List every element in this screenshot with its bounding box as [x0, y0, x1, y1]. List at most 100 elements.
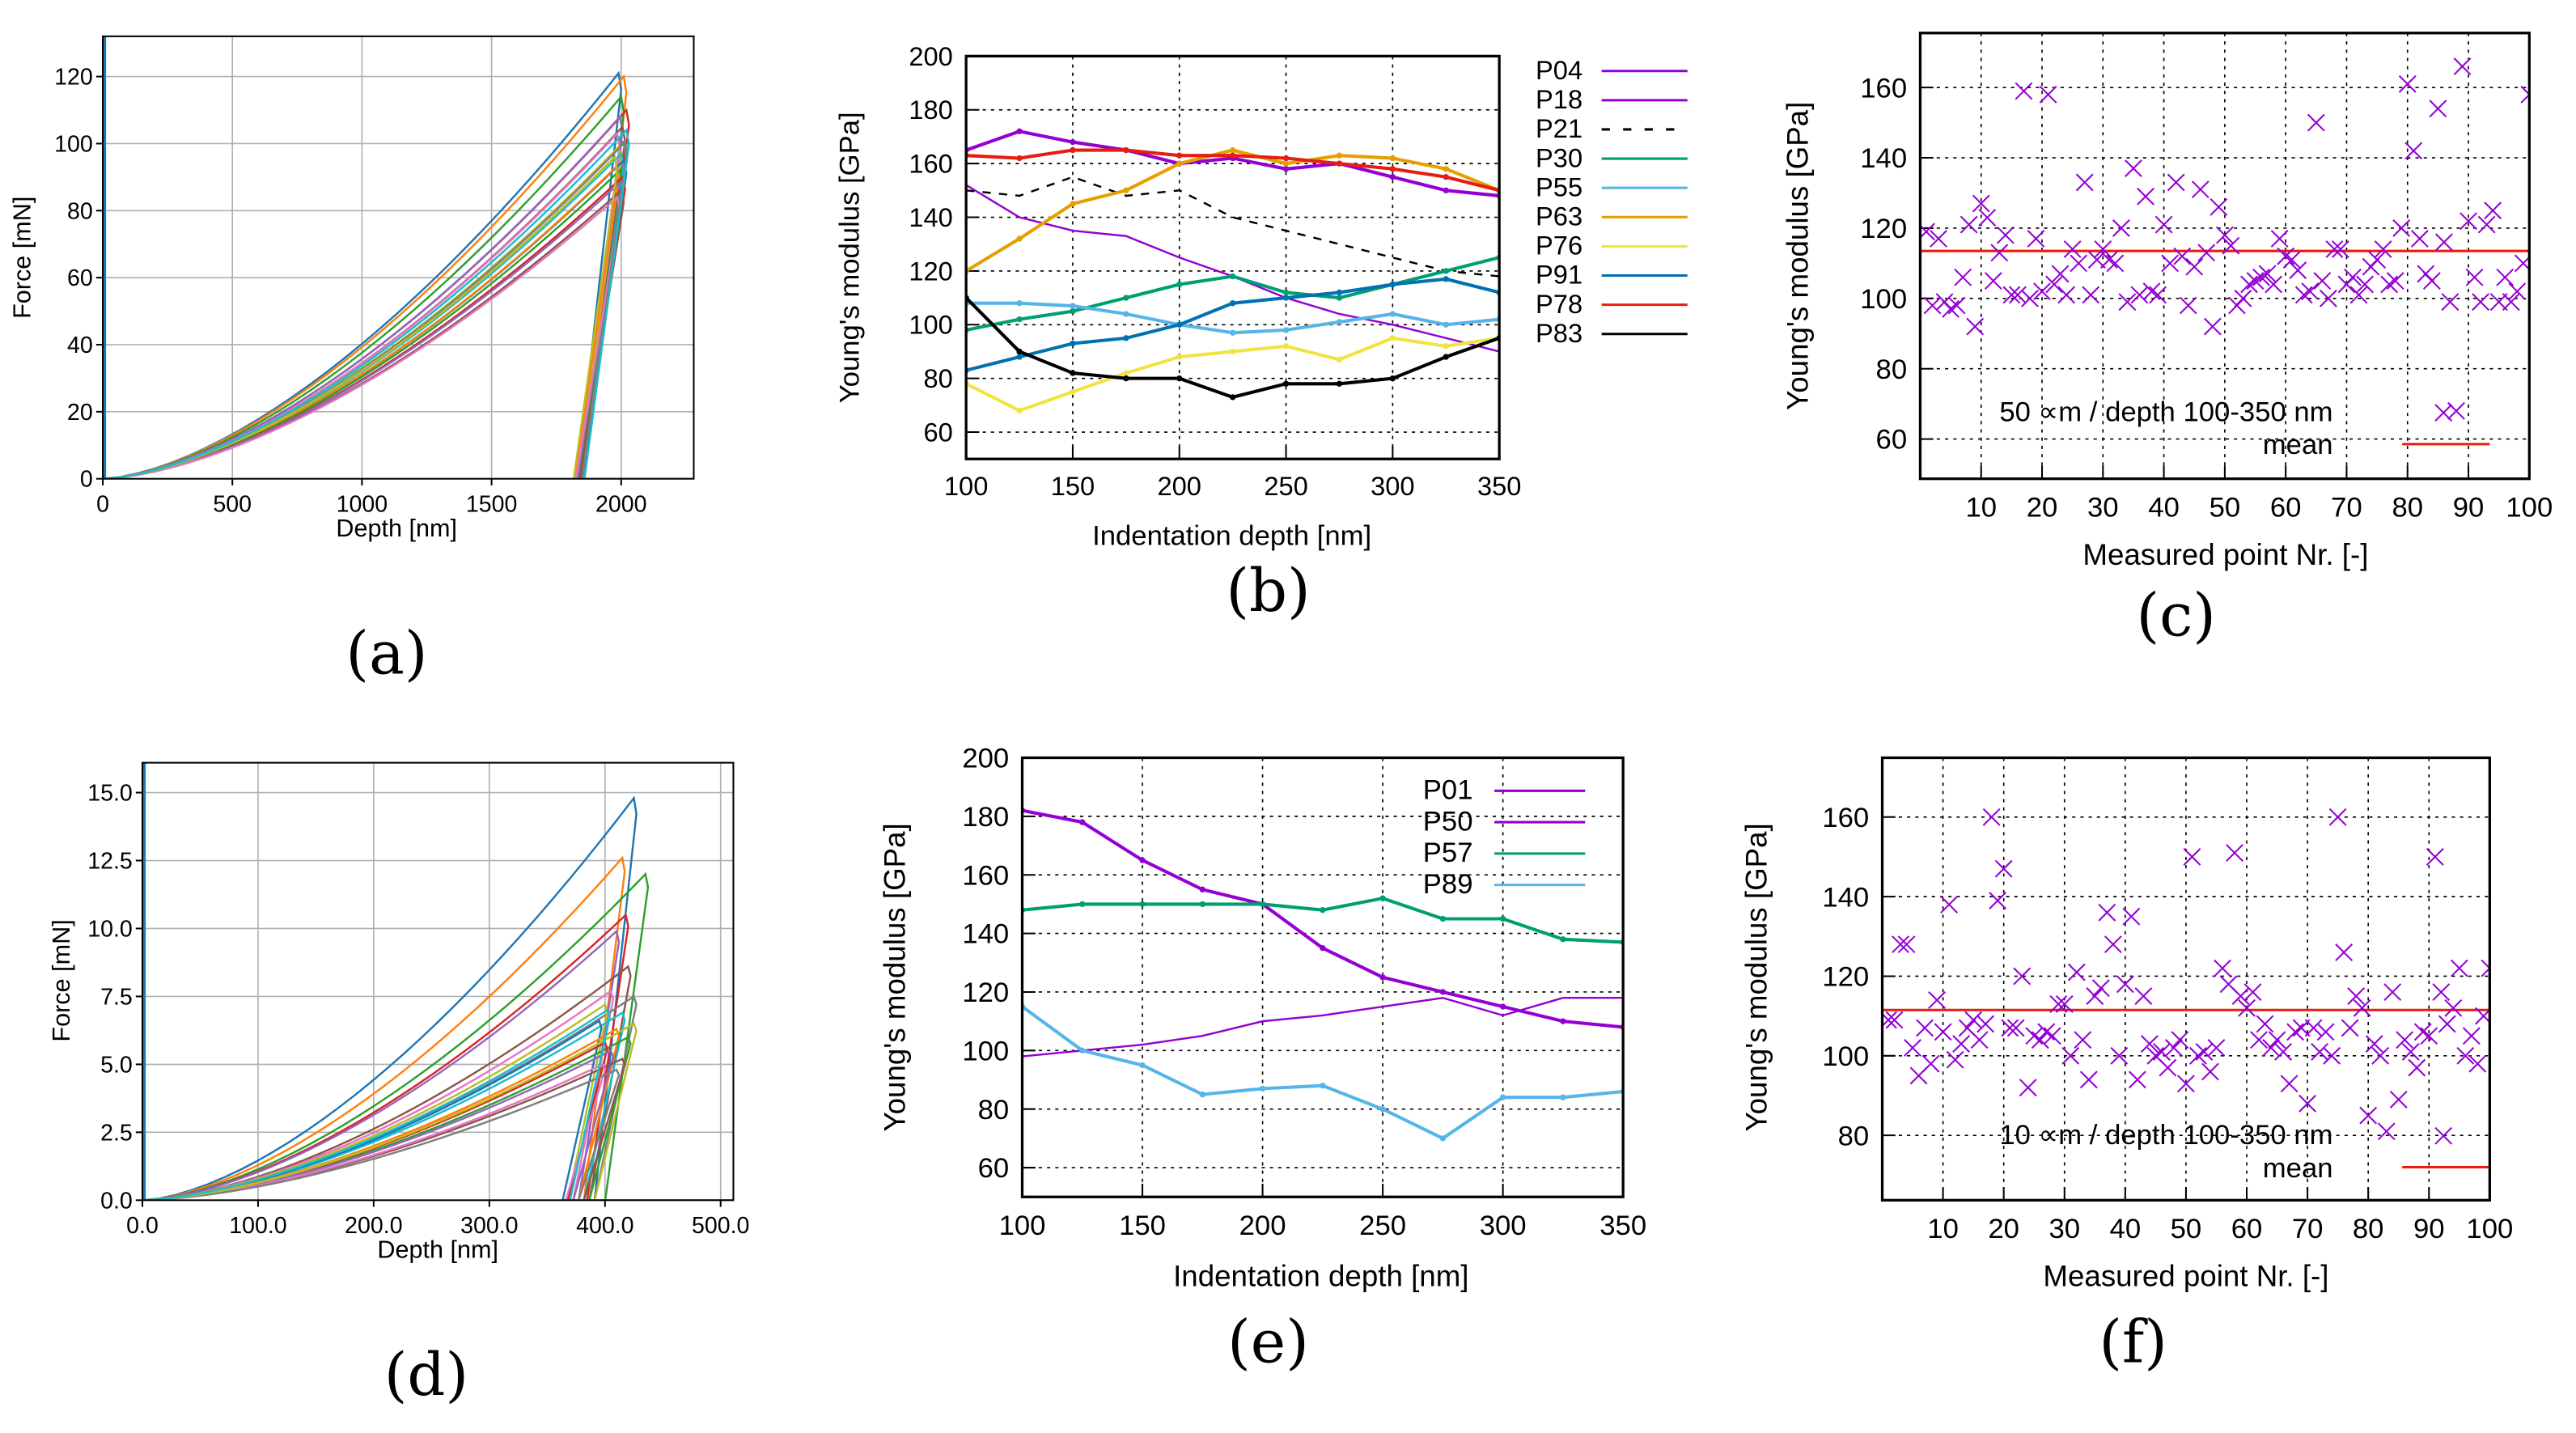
data-point — [2383, 983, 2402, 1002]
data-point — [1934, 1023, 1952, 1041]
data-point-P91 — [1389, 281, 1396, 288]
data-point-P57 — [1499, 915, 1506, 922]
y-tick-label: 0 — [80, 467, 93, 493]
x-tick-label: 500 — [213, 492, 252, 518]
data-point-P55 — [1443, 321, 1449, 328]
x-tick-label: 1500 — [466, 492, 518, 518]
data-point — [2019, 1079, 2037, 1097]
series-line-P89 — [1022, 1005, 1624, 1141]
data-point-P91 — [1282, 295, 1290, 301]
data-point — [2426, 848, 2444, 866]
data-point — [2051, 265, 2070, 283]
data-point — [2037, 1023, 2056, 1041]
data-point — [2304, 1019, 2323, 1037]
data-point — [2262, 1039, 2280, 1057]
data-point — [2082, 286, 2100, 304]
data-point-P57 — [1320, 906, 1326, 914]
chart-e: 100 150 200 250 300 350 60 80 100 120 140 160 180 200… — [879, 744, 1646, 1293]
force-depth-curve — [142, 994, 734, 1201]
x-tick-label: 100 — [999, 1210, 1046, 1241]
x-tick-label: 20 — [2027, 493, 2058, 524]
y-tick-label: 80 — [1876, 354, 1908, 385]
data-point-P78 — [1389, 166, 1396, 172]
data-point — [2332, 240, 2349, 258]
y-axis-label: Young's modulus [GPa] — [879, 823, 912, 1131]
data-point-P91 — [1443, 276, 1449, 282]
data-point — [1966, 317, 1985, 336]
x-tick-label: 100.0 — [229, 1213, 286, 1239]
plot-area — [1882, 808, 2490, 1141]
data-point — [2179, 296, 2197, 315]
data-point — [1930, 230, 1947, 248]
data-point-P76 — [1229, 348, 1236, 355]
data-point-P83 — [1443, 354, 1449, 360]
data-point — [2214, 959, 2231, 977]
force-depth-curve — [142, 965, 734, 1201]
y-tick-label: 100 — [909, 310, 952, 340]
data-point-P89 — [1079, 1047, 1086, 1054]
y-tick-label: 120 — [1822, 962, 1869, 993]
data-point — [2008, 286, 2027, 304]
data-point — [2316, 1023, 2335, 1041]
series-line-P57 — [1022, 897, 1624, 944]
data-point-P63 — [1443, 166, 1449, 172]
data-point-P30 — [1336, 295, 1343, 301]
data-point-P18 — [1282, 166, 1290, 172]
data-point-P76 — [1282, 343, 1290, 350]
data-point — [1946, 1050, 1964, 1069]
data-point-P50 — [1139, 857, 1146, 863]
chart-f: 10 20 30 40 50 60 70 80 90 100 80 100 120 140 160 Measu… — [1740, 756, 2513, 1292]
data-point — [2173, 247, 2192, 265]
x-tick-label: 90 — [2413, 1214, 2445, 1244]
y-tick-label: 2.5 — [100, 1120, 133, 1146]
data-point — [1952, 1035, 1971, 1053]
data-point-P18 — [1016, 128, 1023, 134]
data-point — [2171, 1031, 2189, 1049]
data-point-P76 — [1443, 343, 1449, 350]
x-tick-label: 40 — [2148, 493, 2180, 524]
y-tick-label: 140 — [1822, 882, 1869, 913]
data-point — [2256, 1015, 2274, 1033]
data-point-P63 — [1336, 152, 1343, 159]
data-point — [2456, 1046, 2475, 1065]
data-point — [2159, 1058, 2177, 1077]
y-tick-label: 140 — [962, 919, 1009, 950]
plot-area — [966, 128, 1500, 414]
legend-label-series: 10 ∝m / depth 100-350 nm — [1999, 1120, 2332, 1151]
y-tick-label: 120 — [909, 256, 952, 286]
data-point — [2520, 85, 2530, 104]
y-tick-label: 80 — [67, 198, 93, 224]
data-point — [2086, 987, 2104, 1005]
force-depth-curve — [142, 855, 734, 1201]
data-point-P63 — [1016, 235, 1023, 242]
data-point — [2341, 1019, 2359, 1037]
data-point — [2074, 1031, 2092, 1049]
legend-label-mean: mean — [2263, 430, 2333, 460]
data-point — [2195, 1042, 2214, 1061]
legend-label: P57 — [1423, 837, 1473, 868]
data-point — [2422, 272, 2441, 290]
data-point — [2070, 254, 2088, 273]
data-point — [2067, 963, 2086, 981]
data-point-P57 — [1079, 901, 1086, 908]
data-point — [2210, 197, 2228, 216]
data-point-P91 — [1176, 321, 1183, 328]
x-tick-label: 20 — [1988, 1214, 2019, 1244]
data-point-P63 — [1389, 155, 1396, 162]
data-point — [2410, 230, 2429, 248]
data-point — [2063, 240, 2082, 258]
force-depth-curve — [142, 929, 734, 1201]
x-tick-label: 100 — [2466, 1214, 2513, 1244]
x-tick-label: 0 — [96, 492, 109, 518]
data-point — [2282, 251, 2301, 269]
data-point — [2025, 1027, 2044, 1045]
legend-label: P63 — [1536, 201, 1582, 231]
data-point — [2231, 987, 2250, 1005]
data-point — [2049, 994, 2068, 1013]
data-point — [2106, 254, 2125, 273]
force-depth-curve — [142, 913, 734, 1201]
plot-frame — [1918, 32, 2531, 481]
data-point — [2057, 286, 2076, 304]
data-point — [2118, 293, 2137, 312]
y-tick-label: 160 — [1822, 803, 1869, 833]
